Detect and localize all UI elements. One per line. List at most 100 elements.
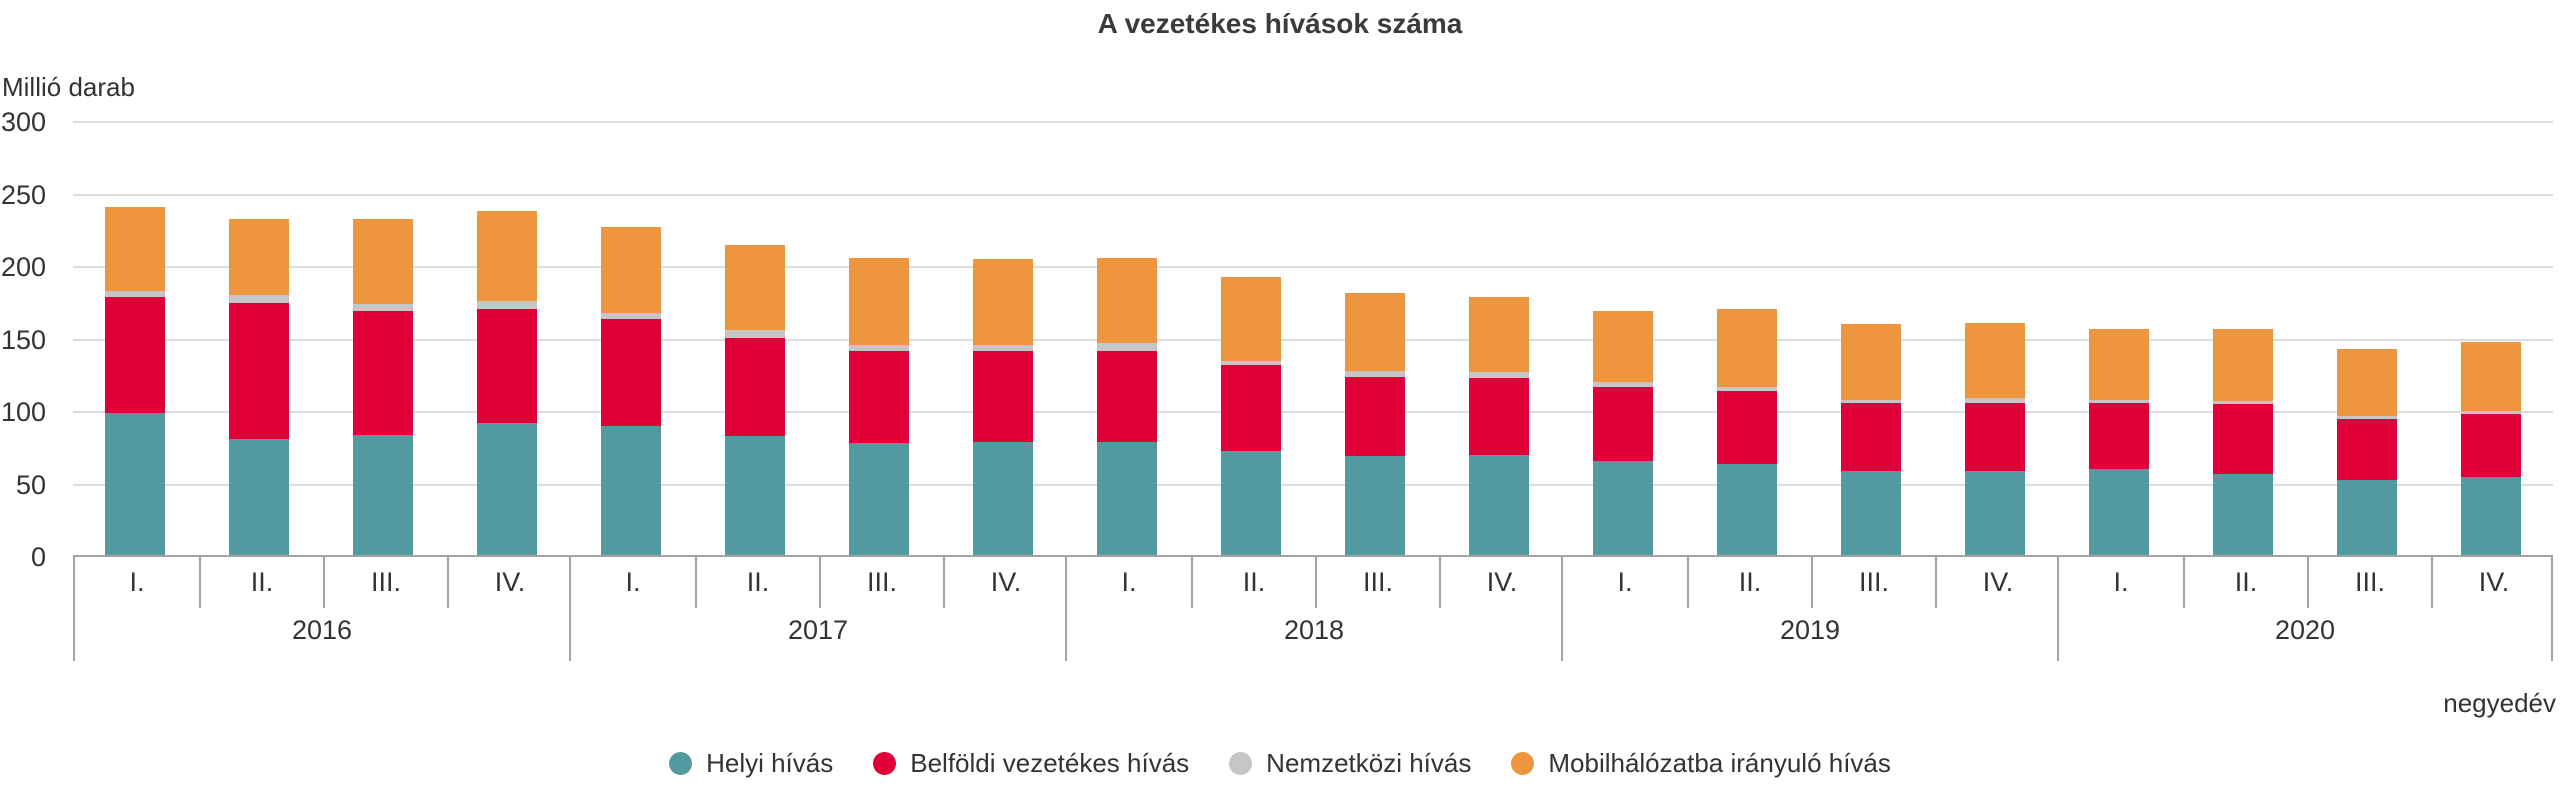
- bar-segment[interactable]: [1965, 470, 2025, 555]
- bar-segment[interactable]: [105, 296, 165, 413]
- bar-segment[interactable]: [1221, 276, 1281, 361]
- bar-segment[interactable]: [725, 330, 785, 338]
- bar-segment[interactable]: [1965, 398, 2025, 403]
- legend-item-nemzetközi-hívás[interactable]: Nemzetközi hívás: [1229, 748, 1471, 779]
- quarter-label-2018-III: III.: [1315, 557, 1439, 608]
- bar-segment[interactable]: [601, 227, 661, 313]
- bar-segment[interactable]: [601, 312, 661, 319]
- bar-segment[interactable]: [1717, 386, 1777, 392]
- bar-segment[interactable]: [1717, 308, 1777, 387]
- bar-segment[interactable]: [1965, 323, 2025, 399]
- bar-segment[interactable]: [2089, 469, 2149, 555]
- bar-segment[interactable]: [1841, 402, 1901, 471]
- bar-segment[interactable]: [1221, 365, 1281, 451]
- bar-segment[interactable]: [1717, 391, 1777, 464]
- y-tick-label-150: 150: [0, 324, 46, 355]
- bar-segment[interactable]: [353, 218, 413, 305]
- bar-segment[interactable]: [353, 434, 413, 555]
- bar-segment[interactable]: [2213, 473, 2273, 555]
- legend-item-helyi-hívás[interactable]: Helyi hívás: [669, 748, 833, 779]
- bar-segment[interactable]: [1345, 292, 1405, 371]
- bar-segment[interactable]: [973, 259, 1033, 345]
- bar-segment[interactable]: [725, 337, 785, 437]
- legend-item-mobilhálózatba-irányuló-hívás[interactable]: Mobilhálózatba irányuló hívás: [1511, 748, 1891, 779]
- bar-segment[interactable]: [601, 318, 661, 426]
- bar-segment[interactable]: [2461, 414, 2521, 477]
- bar-segment[interactable]: [1841, 324, 1901, 400]
- bar-segment[interactable]: [725, 436, 785, 555]
- year-group-2017: I. II. III. IV. 2017: [569, 557, 1065, 661]
- bar-segment[interactable]: [849, 350, 909, 444]
- bar-segment[interactable]: [229, 302, 289, 439]
- bar-segment[interactable]: [477, 301, 537, 309]
- bar-segment[interactable]: [2337, 418, 2397, 480]
- bar-segment[interactable]: [1221, 450, 1281, 555]
- bar-segment[interactable]: [1345, 376, 1405, 457]
- bar-segment[interactable]: [849, 443, 909, 555]
- bar-segment[interactable]: [1965, 402, 2025, 471]
- bar-segment[interactable]: [1841, 399, 1901, 403]
- year-group-2016: I. II. III. IV. 2016: [73, 557, 569, 661]
- bar-segment[interactable]: [1469, 296, 1529, 373]
- bar-segment[interactable]: [105, 207, 165, 292]
- bar-segment[interactable]: [1097, 257, 1157, 344]
- bar-segment[interactable]: [229, 439, 289, 555]
- bar-segment[interactable]: [1841, 470, 1901, 555]
- bar-segment[interactable]: [1469, 372, 1529, 379]
- bar-segment[interactable]: [2213, 404, 2273, 474]
- bar-segment[interactable]: [353, 311, 413, 435]
- bar-segment[interactable]: [2213, 401, 2273, 405]
- year-label-2018: 2018: [1283, 615, 1345, 645]
- bar-segment[interactable]: [2337, 415, 2397, 419]
- bar-segment[interactable]: [1593, 311, 1653, 383]
- legend-color-dot-icon: [669, 752, 693, 775]
- x-axis-unit-label: negyedév: [2443, 688, 2556, 718]
- bar-segment[interactable]: [1593, 386, 1653, 461]
- bar-segment[interactable]: [477, 308, 537, 424]
- bar-segment[interactable]: [1345, 456, 1405, 555]
- bar-segment[interactable]: [2337, 349, 2397, 416]
- bar-segment[interactable]: [1221, 360, 1281, 366]
- bar-segment[interactable]: [1097, 350, 1157, 442]
- bar-segment[interactable]: [2089, 399, 2149, 403]
- bar-2020-I: [2089, 120, 2149, 555]
- bar-segment[interactable]: [601, 425, 661, 555]
- bar-segment[interactable]: [973, 441, 1033, 555]
- bar-2017-II: [725, 120, 785, 555]
- quarter-label-2019-III: III.: [1811, 557, 1935, 608]
- bar-segment[interactable]: [725, 244, 785, 331]
- legend: Helyi hívás Belföldi vezetékes hívás Nemze…: [0, 748, 2560, 779]
- bar-segment[interactable]: [2213, 328, 2273, 402]
- bar-segment[interactable]: [2089, 402, 2149, 470]
- bar-segment[interactable]: [1593, 460, 1653, 555]
- plot-area: [73, 120, 2553, 557]
- bar-segment[interactable]: [2337, 479, 2397, 555]
- bar-segment[interactable]: [2461, 411, 2521, 415]
- bar-segment[interactable]: [105, 291, 165, 297]
- x-axis: I. II. III. IV. 2016 I. II. III. IV. 2017 I. II. III…: [73, 557, 2555, 661]
- bar-segment[interactable]: [477, 423, 537, 555]
- bar-segment[interactable]: [229, 218, 289, 296]
- legend-item-belföldi-vezetékes-hívás[interactable]: Belföldi vezetékes hívás: [873, 748, 1189, 779]
- bar-segment[interactable]: [2461, 341, 2521, 412]
- bar-segment[interactable]: [973, 350, 1033, 442]
- bar-segment[interactable]: [1469, 454, 1529, 555]
- bar-segment[interactable]: [105, 412, 165, 555]
- bar-segment[interactable]: [353, 304, 413, 312]
- bar-segment[interactable]: [1345, 370, 1405, 377]
- bar-segment[interactable]: [1097, 343, 1157, 351]
- bar-segment[interactable]: [849, 257, 909, 345]
- bar-segment[interactable]: [477, 211, 537, 302]
- bar-segment[interactable]: [2461, 476, 2521, 555]
- bar-segment[interactable]: [849, 344, 909, 351]
- bar-segment[interactable]: [1469, 378, 1529, 455]
- quarter-label-2017-II: II.: [695, 557, 819, 608]
- bar-segment[interactable]: [1593, 382, 1653, 387]
- bar-segment[interactable]: [973, 344, 1033, 351]
- year-group-2019: I. II. III. IV. 2019: [1561, 557, 2057, 661]
- bar-segment[interactable]: [229, 295, 289, 303]
- bar-segment[interactable]: [1097, 441, 1157, 555]
- bar-segment[interactable]: [2089, 328, 2149, 400]
- y-axis-unit-label: Millió darab: [2, 72, 135, 102]
- bar-segment[interactable]: [1717, 463, 1777, 555]
